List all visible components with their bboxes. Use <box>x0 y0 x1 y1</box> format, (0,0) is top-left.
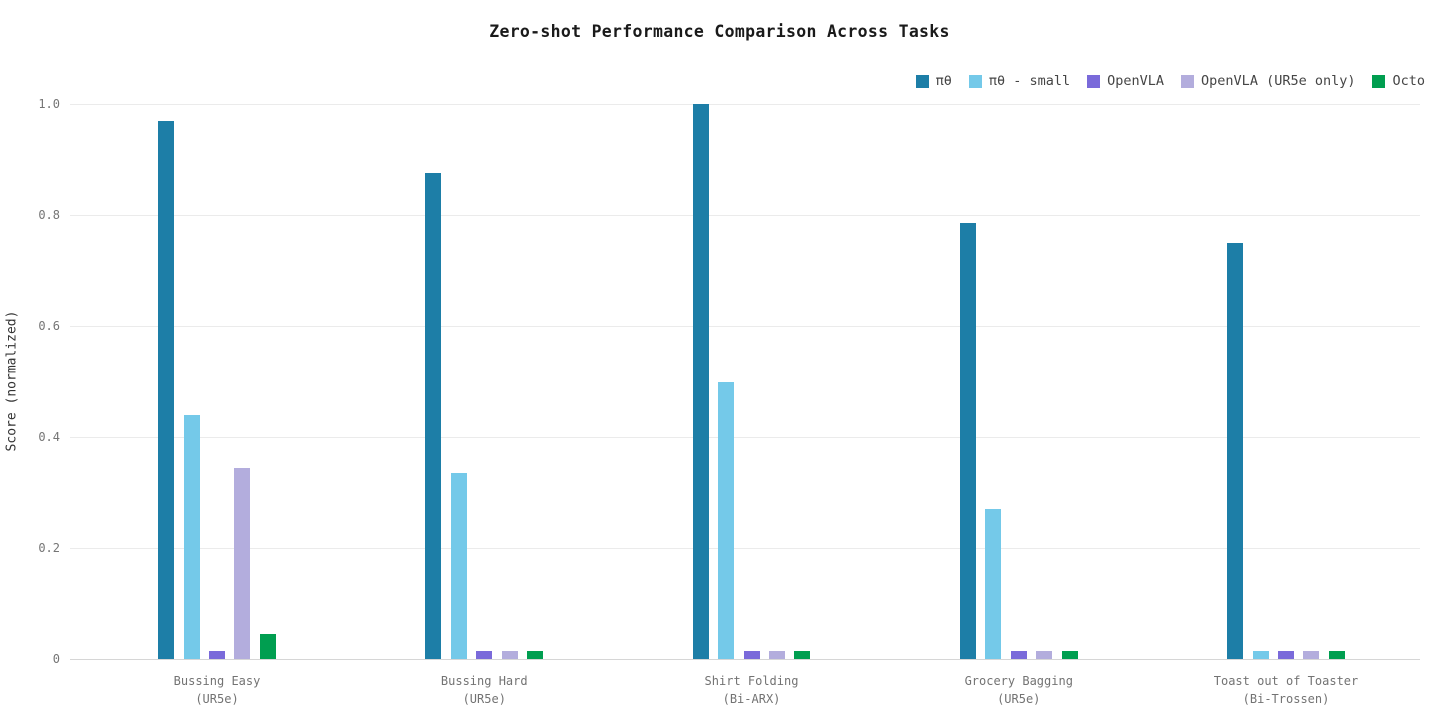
legend-swatch-icon <box>1372 74 1386 88</box>
bar <box>450 473 467 659</box>
bar <box>259 634 276 659</box>
bar <box>158 120 175 659</box>
x-axis-line <box>70 659 1420 660</box>
y-tick-label: 0 <box>52 652 60 666</box>
y-tick-label: 0.2 <box>38 541 60 555</box>
legend-item: OpenVLA <box>1087 73 1164 89</box>
bar <box>794 650 811 659</box>
bar <box>1328 650 1345 659</box>
y-tick-label: 0.8 <box>38 208 60 222</box>
legend-swatch-icon <box>1181 74 1195 88</box>
bar <box>1278 650 1294 659</box>
bar <box>768 650 785 659</box>
gridline <box>70 326 1420 327</box>
plot-area <box>70 104 1420 660</box>
legend-item: πθ - small <box>968 73 1071 89</box>
bar <box>234 467 251 659</box>
legend-item: Octo <box>1372 73 1425 89</box>
chart-title: Zero-shot Performance Comparison Across … <box>489 22 950 41</box>
gridline <box>70 215 1420 216</box>
bar <box>425 173 442 659</box>
bar <box>743 650 760 659</box>
bar <box>1227 242 1244 659</box>
legend-label: OpenVLA (UR5e only) <box>1201 73 1356 89</box>
bar <box>1010 650 1027 659</box>
legend: πθ πθ - small OpenVLA OpenVLA (UR5e only) Oc… <box>915 73 1425 89</box>
legend-swatch-icon <box>915 74 929 88</box>
bar <box>985 509 1002 659</box>
x-tick-label: Grocery Bagging (UR5e) <box>964 674 1073 706</box>
legend-item: OpenVLA (UR5e only) <box>1181 73 1355 89</box>
bar <box>718 381 735 659</box>
y-tick-label: 0.6 <box>38 319 60 333</box>
y-tick-label: 0.4 <box>38 430 60 444</box>
x-tick-label: Shirt Folding (Bi-ARX) <box>704 674 799 706</box>
gridline <box>70 437 1420 438</box>
legend-label: πθ <box>935 73 952 89</box>
x-tick-label: Bussing Hard (UR5e) <box>440 674 528 706</box>
bar <box>1303 650 1320 659</box>
gridline <box>70 104 1420 105</box>
legend-item: πθ <box>915 73 952 89</box>
bar <box>1061 650 1078 659</box>
legend-swatch-icon <box>968 74 982 88</box>
x-tick-label: Toast out of Toaster (Bi-Trossen) <box>1213 674 1359 706</box>
bar <box>959 223 976 659</box>
bar <box>527 650 544 659</box>
gridline <box>70 548 1420 549</box>
legend-label: πθ - small <box>988 73 1071 89</box>
x-tick-label: Bussing Easy (UR5e) <box>173 674 261 706</box>
bar <box>183 414 200 659</box>
bar <box>692 104 709 659</box>
y-tick-label: 1.0 <box>38 97 60 111</box>
legend-swatch-icon <box>1087 74 1101 88</box>
bar <box>476 650 493 659</box>
bar <box>501 650 518 659</box>
legend-label: Octo <box>1392 73 1425 89</box>
bar <box>1036 650 1053 659</box>
legend-label: OpenVLA <box>1107 73 1165 89</box>
bar <box>209 650 225 659</box>
bar <box>1252 650 1269 659</box>
